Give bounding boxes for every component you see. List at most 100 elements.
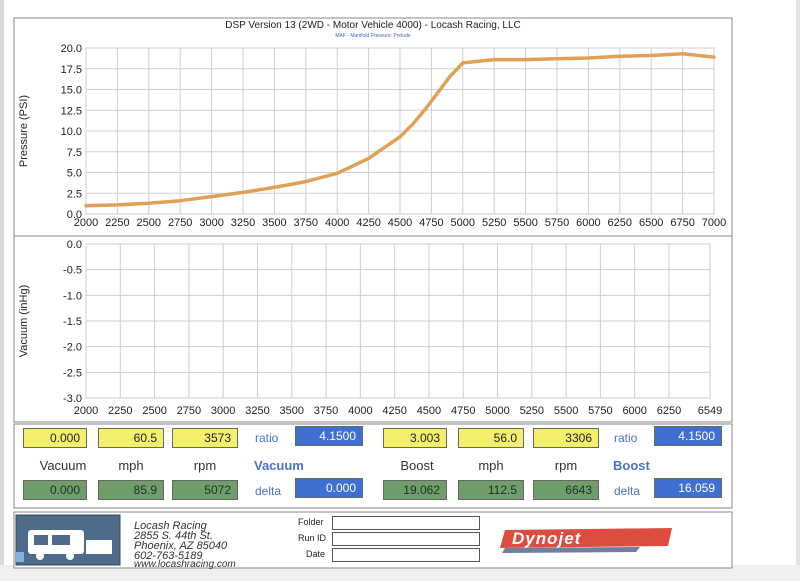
x-tick-label: 3500 bbox=[262, 217, 286, 229]
mph-column-label-right: mph bbox=[478, 458, 504, 473]
x-tick-label: 4500 bbox=[417, 405, 441, 417]
x-tick-label: 3000 bbox=[199, 217, 223, 229]
run-id-label: Run ID bbox=[298, 533, 327, 543]
delta-label: delta bbox=[255, 484, 282, 498]
x-tick-label: 2250 bbox=[108, 405, 132, 417]
x-tick-label: 2000 bbox=[74, 217, 98, 229]
x-tick-label: 2250 bbox=[105, 217, 129, 229]
dynojet-brand: Dynojet bbox=[512, 529, 582, 548]
pressure-series-line bbox=[84, 52, 716, 208]
x-tick-label: 2750 bbox=[177, 405, 201, 417]
y-tick-label: -3.0 bbox=[63, 393, 82, 405]
x-tick-label: 3250 bbox=[245, 405, 269, 417]
ratio-label-right: ratio bbox=[614, 431, 638, 445]
dynojet-logo bbox=[500, 528, 672, 553]
rpm-column-label-right: rpm bbox=[554, 458, 578, 473]
run-id-field[interactable] bbox=[332, 532, 480, 546]
company-phone: 602-763-5189 bbox=[134, 550, 203, 562]
folder-label: Folder bbox=[298, 517, 324, 527]
y-tick-label: -0.5 bbox=[63, 265, 82, 277]
x-tick-label: 4000 bbox=[325, 217, 349, 229]
x-tick-label: 3250 bbox=[231, 217, 255, 229]
vacuum-header: Vacuum bbox=[254, 458, 304, 473]
x-tick-label: 4500 bbox=[388, 217, 412, 229]
x-tick-label: 5000 bbox=[485, 405, 509, 417]
x-tick-label: 6250 bbox=[657, 405, 681, 417]
boost-header: Boost bbox=[613, 458, 650, 473]
company-address-line1: 2855 S. 44th St. bbox=[134, 530, 213, 542]
date-field[interactable] bbox=[332, 548, 480, 562]
pressure-axis-label: Pressure (PSI) bbox=[18, 94, 30, 168]
x-tick-label: 6000 bbox=[622, 405, 646, 417]
x-tick-label: 4000 bbox=[348, 405, 372, 417]
delta-value: 0.000 bbox=[295, 478, 363, 498]
chart-subtitle: MAF - Manifold Pressure: Prelude bbox=[335, 33, 411, 39]
delta-value-right: 16.059 bbox=[654, 478, 722, 498]
y-tick-label: -1.0 bbox=[63, 290, 82, 302]
x-tick-label: 5750 bbox=[545, 217, 569, 229]
locash-logo bbox=[15, 514, 121, 566]
mph-end-value: 85.9 bbox=[98, 480, 164, 500]
x-tick-label: 7000 bbox=[702, 217, 726, 229]
rpm-end-value-right: 6643 bbox=[533, 480, 599, 500]
x-tick-label: 6000 bbox=[576, 217, 600, 229]
x-tick-label: 4750 bbox=[419, 217, 443, 229]
x-tick-label: 6250 bbox=[608, 217, 632, 229]
x-tick-label: 6549 bbox=[698, 405, 722, 417]
y-tick-label: 12.5 bbox=[61, 105, 82, 117]
rpm-end-value: 5072 bbox=[172, 480, 238, 500]
boost-end-value: 19.062 bbox=[383, 480, 447, 500]
y-tick-label: 0.0 bbox=[67, 239, 82, 251]
x-tick-label: 6500 bbox=[639, 217, 663, 229]
vacuum-end-value: 0.000 bbox=[23, 480, 87, 500]
y-tick-label: -1.5 bbox=[63, 316, 82, 328]
x-tick-label: 2000 bbox=[74, 405, 98, 417]
ratio-value: 4.1500 bbox=[295, 426, 363, 446]
company-name: Locash Racing bbox=[134, 520, 207, 532]
folder-field[interactable] bbox=[332, 516, 480, 530]
x-tick-label: 6750 bbox=[670, 217, 694, 229]
x-tick-label: 3000 bbox=[211, 405, 235, 417]
boost-start-value: 3.003 bbox=[383, 428, 447, 448]
ratio-label: ratio bbox=[255, 431, 279, 445]
y-tick-label: -2.0 bbox=[63, 342, 82, 354]
ratio-value-right: 4.1500 bbox=[654, 426, 722, 446]
y-tick-label: 15.0 bbox=[61, 85, 82, 97]
rpm-column-label: rpm bbox=[193, 458, 217, 473]
x-tick-label: 2500 bbox=[137, 217, 161, 229]
x-tick-label: 4250 bbox=[356, 217, 380, 229]
x-tick-label: 5500 bbox=[513, 217, 537, 229]
rpm-start-value-right: 3306 bbox=[533, 428, 599, 448]
mph-column-label: mph bbox=[118, 458, 144, 473]
y-tick-label: 20.0 bbox=[61, 43, 82, 55]
x-tick-label: 2750 bbox=[168, 217, 192, 229]
x-tick-label: 5000 bbox=[451, 217, 475, 229]
x-tick-label: 5500 bbox=[554, 405, 578, 417]
vacuum-column-label: Vacuum bbox=[39, 458, 87, 473]
vacuum-axis-label: Vacuum (inHg) bbox=[18, 284, 30, 358]
mph-end-value-right: 112.5 bbox=[458, 480, 524, 500]
x-tick-label: 3750 bbox=[314, 405, 338, 417]
y-tick-label: 5.0 bbox=[67, 168, 82, 180]
vacuum-start-value: 0.000 bbox=[23, 428, 87, 448]
company-website: www.locashracing.com bbox=[134, 559, 236, 570]
y-tick-label: 17.5 bbox=[61, 64, 82, 76]
company-address-line2: Phoenix, AZ 85040 bbox=[134, 540, 228, 552]
chart-title: DSP Version 13 (2WD - Motor Vehicle 4000… bbox=[225, 20, 521, 31]
y-tick-label: 0.0 bbox=[67, 209, 82, 221]
x-tick-label: 3500 bbox=[280, 405, 304, 417]
y-tick-label: 10.0 bbox=[61, 126, 82, 138]
x-tick-label: 4250 bbox=[382, 405, 406, 417]
x-tick-label: 5250 bbox=[482, 217, 506, 229]
boost-column-label: Boost bbox=[400, 458, 434, 473]
mph-start-value-right: 56.0 bbox=[458, 428, 524, 448]
y-tick-label: 2.5 bbox=[67, 188, 82, 200]
x-tick-label: 2500 bbox=[142, 405, 166, 417]
x-tick-label: 3750 bbox=[294, 217, 318, 229]
x-tick-label: 5750 bbox=[588, 405, 612, 417]
y-tick-label: 7.5 bbox=[67, 147, 82, 159]
x-tick-label: 5250 bbox=[520, 405, 544, 417]
date-label: Date bbox=[306, 549, 326, 559]
x-tick-label: 4750 bbox=[451, 405, 475, 417]
